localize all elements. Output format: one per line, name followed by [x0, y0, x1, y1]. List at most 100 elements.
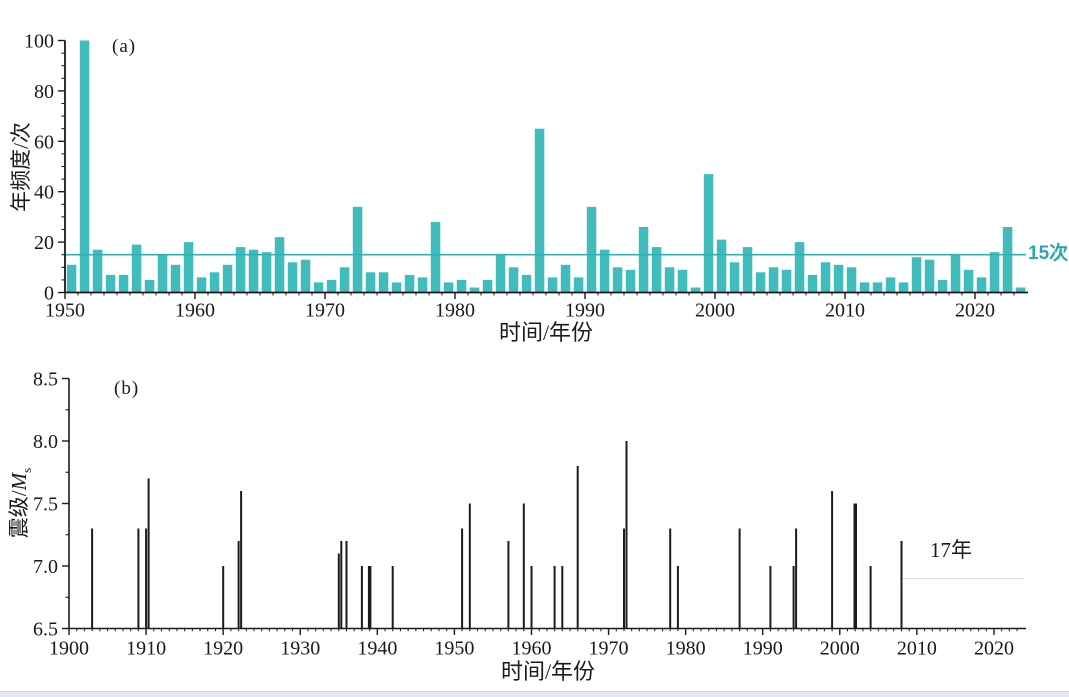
- window-bottom-strip: [0, 691, 1069, 697]
- frequency-bar: [430, 221, 441, 293]
- frequency-bar: [118, 274, 129, 293]
- frequency-bar: [651, 247, 662, 293]
- frequency-bar: [664, 267, 675, 293]
- earthquake-stem: [137, 528, 140, 629]
- panel-b-x-tick-label: 2010: [897, 638, 937, 660]
- frequency-bar: [170, 264, 181, 293]
- frequency-bar: [469, 287, 480, 293]
- panel-b-x-tick-label: 2020: [974, 638, 1014, 660]
- earthquake-stem: [337, 553, 340, 629]
- panel-b-y-axis-title: 震级/Ms: [3, 433, 34, 573]
- frequency-bar: [144, 279, 155, 293]
- frequency-bar: [274, 237, 285, 293]
- earthquake-stem: [360, 566, 363, 629]
- earthquake-stem: [625, 441, 628, 629]
- panel-b-x-ticks: 1900 1910 1920 1930 1940 1950 1960 1970 1980 1990…: [49, 628, 1018, 660]
- frequency-bar: [443, 282, 454, 293]
- earthquake-stem: [676, 566, 679, 629]
- panel-a-x-tick-label: 2020: [955, 300, 995, 322]
- frequency-bar: [417, 277, 428, 293]
- panel-a-y-axis-title: 年频度/次: [9, 122, 33, 212]
- frequency-bar: [963, 269, 974, 293]
- frequency-bar: [820, 262, 831, 293]
- frequency-bar: [937, 279, 948, 293]
- panel-b-y-tick-label: 6.5: [33, 619, 58, 641]
- panel-a-x-tick-label: 1970: [305, 300, 345, 322]
- earthquake-stem: [561, 566, 564, 629]
- frequency-bar: [157, 254, 168, 293]
- earthquake-stem: [522, 503, 525, 629]
- frequency-bar: [677, 269, 688, 293]
- frequency-bar: [495, 254, 506, 293]
- frequency-bar: [846, 267, 857, 293]
- earthquake-stem: [468, 503, 471, 629]
- frequency-bar: [404, 274, 415, 293]
- panel-a-x-axis-title: 时间/年份: [498, 320, 594, 345]
- frequency-bar: [599, 249, 610, 293]
- panel-b-x-tick-label: 1920: [203, 638, 243, 660]
- earthquake-stem: [367, 566, 372, 629]
- frequency-bar: [131, 244, 142, 293]
- frequency-bar: [196, 277, 207, 293]
- frequency-bar: [287, 262, 298, 293]
- earthquake-stem: [461, 528, 464, 629]
- frequency-bar: [300, 259, 311, 293]
- frequency-bar: [768, 267, 779, 293]
- earthquake-stem: [507, 541, 510, 629]
- panel-b-x-tick-label: 1990: [743, 638, 783, 660]
- panel-b-label: (b): [114, 378, 140, 399]
- magnitude-symbol: M: [7, 472, 31, 491]
- earthquake-stem: [738, 528, 741, 629]
- panel-a-bars: [66, 40, 1026, 293]
- panel-a-x-tick-label: 2000: [695, 300, 735, 322]
- panel-a-y-tick-label: 80: [34, 81, 54, 103]
- frequency-bar: [911, 257, 922, 293]
- panel-b-y-tick-label: 8.0: [33, 431, 58, 453]
- magnitude-label-prefix: 震级/: [7, 490, 31, 539]
- earthquake-stem: [240, 491, 243, 629]
- panel-b-x-tick-label: 1950: [434, 638, 474, 660]
- earthquake-stem: [147, 478, 150, 629]
- frequency-bar: [534, 128, 545, 293]
- frequency-bar: [521, 274, 532, 293]
- panel-b-y-tick-label: 7.0: [33, 556, 58, 578]
- frequency-bar: [547, 277, 558, 293]
- frequency-bar: [573, 277, 584, 293]
- panel-a-y-tick-label: 100: [24, 31, 54, 53]
- frequency-bar: [365, 272, 376, 293]
- panel-b-axes: [68, 378, 1026, 630]
- panel-b-x-tick-label: 1900: [49, 638, 89, 660]
- panel-a-x-tick-label: 1980: [435, 300, 475, 322]
- earthquake-stem: [853, 503, 857, 629]
- earthquake-stem: [91, 528, 94, 629]
- earthquake-stem: [869, 566, 872, 629]
- panel-a-x-ticks: 1950 1960 1970 1980 1990 2000 2010 2020: [45, 292, 1015, 322]
- earthquake-stem: [222, 566, 225, 629]
- panel-b-x-tick-label: 2000: [820, 638, 860, 660]
- frequency-bar: [79, 40, 90, 293]
- panel-b-x-tick-label: 1930: [280, 638, 320, 660]
- earthquake-stem: [391, 566, 394, 629]
- panel-b-x-tick-label: 1980: [666, 638, 706, 660]
- frequency-bar: [976, 277, 987, 293]
- frequency-bar: [352, 206, 363, 293]
- frequency-bar: [716, 239, 727, 293]
- frequency-bar: [924, 259, 935, 293]
- panel-b-x-tick-label: 1960: [511, 638, 551, 660]
- frequency-bar: [703, 174, 714, 293]
- frequency-bar: [313, 282, 324, 293]
- frequency-bar: [885, 277, 896, 293]
- frequency-bar: [859, 282, 870, 293]
- earthquake-stem: [792, 566, 795, 629]
- frequency-bar: [105, 274, 116, 293]
- panel-a-x-tick-label: 1950: [45, 300, 85, 322]
- frequency-bar: [560, 264, 571, 293]
- frequency-bar: [456, 279, 467, 293]
- frequency-bar: [183, 242, 194, 293]
- mean-line-label: 15次: [1028, 243, 1069, 264]
- panel-a-y-tick-label: 60: [34, 131, 54, 153]
- earthquake-stem: [769, 566, 772, 629]
- panel-a-x-tick-label: 1990: [565, 300, 605, 322]
